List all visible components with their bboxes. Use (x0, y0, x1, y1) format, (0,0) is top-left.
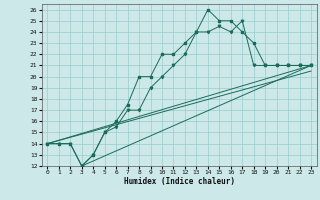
X-axis label: Humidex (Indice chaleur): Humidex (Indice chaleur) (124, 177, 235, 186)
